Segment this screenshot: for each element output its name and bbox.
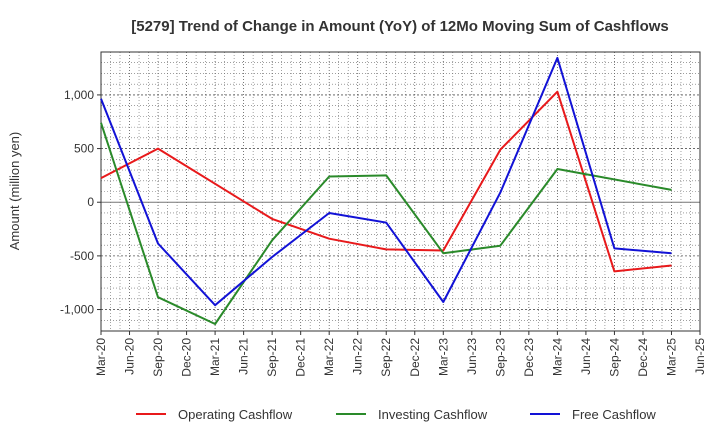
x-tick-label: Sep-20 [151, 338, 165, 377]
series-line [100, 90, 672, 273]
x-tick-label: Mar-22 [322, 338, 336, 376]
x-tick-label: Jun-21 [237, 338, 251, 375]
x-tick-label: Mar-20 [94, 338, 108, 376]
y-tick-label: 500 [74, 142, 94, 156]
plot-area [101, 52, 700, 331]
series-layer [100, 56, 672, 325]
x-tick-label: Dec-20 [180, 338, 194, 377]
x-tick-label: Dec-22 [408, 338, 422, 377]
legend-label: Investing Cashflow [378, 407, 488, 422]
x-tick-label: Jun-25 [693, 338, 707, 375]
plot-border [100, 51, 701, 332]
x-tick-label: Mar-23 [436, 338, 450, 376]
series-line [100, 122, 672, 325]
series-investing-cashflow [100, 122, 672, 325]
x-tick-label: Mar-21 [208, 338, 222, 376]
chart-title: [5279] Trend of Change in Amount (YoY) o… [131, 18, 669, 35]
legend-label: Free Cashflow [572, 407, 656, 422]
series-operating-cashflow [100, 90, 672, 273]
series-free-cashflow [100, 56, 672, 307]
y-tick-label: 1,000 [64, 88, 94, 102]
series-line [100, 56, 672, 307]
x-tick-label: Jun-20 [123, 338, 137, 375]
x-tick-label: Dec-24 [636, 338, 650, 377]
x-tick-label: Jun-24 [579, 338, 593, 375]
y-tick-label: 0 [87, 195, 94, 209]
x-tick-label: Dec-21 [294, 338, 308, 377]
axis-layer: -1,000 -500 0 500 1,000 Mar-20 Jun-20 Sep-20 Dec… [60, 51, 707, 377]
x-tick-label: Sep-23 [493, 338, 507, 377]
x-tick-label: Sep-24 [607, 338, 621, 377]
x-tick-label: Mar-24 [550, 338, 564, 376]
x-tick-label: Jun-22 [351, 338, 365, 375]
y-tick-label: -500 [70, 249, 94, 263]
y-axis-title: Amount (million yen) [7, 132, 22, 251]
x-tick-label: Sep-21 [265, 338, 279, 377]
x-tick-label: Dec-23 [522, 338, 536, 377]
legend-label: Operating Cashflow [178, 407, 293, 422]
x-tick-label: Sep-22 [379, 338, 393, 377]
grid-layer [100, 52, 701, 331]
y-tick-label: -1,000 [60, 303, 94, 317]
legend: Operating Cashflow Investing Cashflow Free… [136, 407, 656, 422]
x-tick-label: Jun-23 [465, 338, 479, 375]
x-tick-label: Mar-25 [664, 338, 678, 376]
